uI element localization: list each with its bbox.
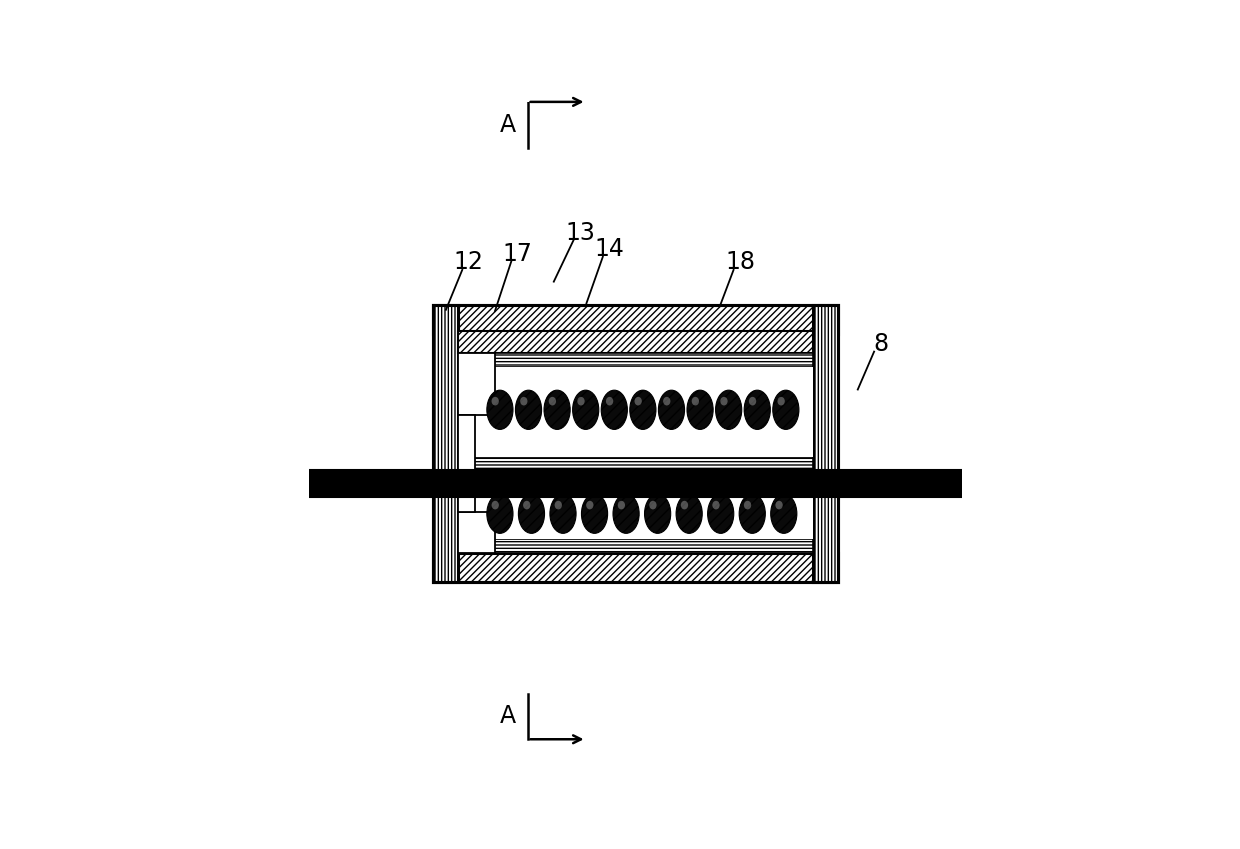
Ellipse shape xyxy=(487,494,513,533)
Bar xyxy=(458,512,495,553)
Bar xyxy=(309,470,962,498)
Bar xyxy=(433,305,458,471)
Text: 14: 14 xyxy=(594,237,624,261)
Ellipse shape xyxy=(573,391,599,430)
Ellipse shape xyxy=(578,396,584,406)
Bar xyxy=(458,353,495,414)
Ellipse shape xyxy=(720,396,728,406)
Ellipse shape xyxy=(744,391,770,430)
Ellipse shape xyxy=(635,396,642,406)
Bar xyxy=(433,475,458,582)
Ellipse shape xyxy=(771,494,797,533)
Text: 8: 8 xyxy=(873,332,888,356)
Bar xyxy=(458,475,475,512)
Ellipse shape xyxy=(549,396,556,406)
Bar xyxy=(433,553,838,582)
Ellipse shape xyxy=(606,396,614,406)
Bar xyxy=(458,331,813,353)
Bar xyxy=(458,353,813,368)
Bar xyxy=(458,475,813,489)
Ellipse shape xyxy=(613,494,639,533)
Ellipse shape xyxy=(491,501,498,509)
Ellipse shape xyxy=(739,494,765,533)
Ellipse shape xyxy=(687,391,713,430)
Ellipse shape xyxy=(582,494,608,533)
Text: 17: 17 xyxy=(503,242,533,266)
Bar xyxy=(458,457,813,471)
Ellipse shape xyxy=(777,396,785,406)
Ellipse shape xyxy=(549,494,577,533)
Ellipse shape xyxy=(749,396,756,406)
Text: A: A xyxy=(500,113,516,137)
Ellipse shape xyxy=(630,391,656,430)
Ellipse shape xyxy=(712,501,719,509)
Bar xyxy=(433,475,838,582)
Ellipse shape xyxy=(601,391,627,430)
Ellipse shape xyxy=(487,391,513,430)
Ellipse shape xyxy=(587,501,594,509)
Bar xyxy=(813,475,838,582)
Text: A: A xyxy=(500,705,516,728)
Ellipse shape xyxy=(663,396,671,406)
Ellipse shape xyxy=(650,501,656,509)
Bar xyxy=(813,305,838,471)
Ellipse shape xyxy=(554,501,562,509)
Ellipse shape xyxy=(645,494,671,533)
Ellipse shape xyxy=(518,494,544,533)
Bar xyxy=(458,538,813,553)
Ellipse shape xyxy=(516,391,542,430)
Ellipse shape xyxy=(491,396,498,406)
Ellipse shape xyxy=(773,391,799,430)
Bar xyxy=(433,305,838,334)
Ellipse shape xyxy=(715,391,742,430)
Ellipse shape xyxy=(523,501,531,509)
Ellipse shape xyxy=(618,501,625,509)
Ellipse shape xyxy=(708,494,734,533)
Text: 12: 12 xyxy=(454,250,484,274)
Bar xyxy=(433,305,838,471)
Ellipse shape xyxy=(520,396,527,406)
Ellipse shape xyxy=(658,391,684,430)
Ellipse shape xyxy=(676,494,702,533)
Ellipse shape xyxy=(775,501,782,509)
Bar xyxy=(458,414,475,471)
Text: 18: 18 xyxy=(725,250,755,274)
Ellipse shape xyxy=(544,391,570,430)
Bar xyxy=(458,489,813,538)
Bar xyxy=(458,368,813,457)
Ellipse shape xyxy=(744,501,751,509)
Ellipse shape xyxy=(692,396,699,406)
Text: 13: 13 xyxy=(565,221,595,245)
Ellipse shape xyxy=(681,501,688,509)
